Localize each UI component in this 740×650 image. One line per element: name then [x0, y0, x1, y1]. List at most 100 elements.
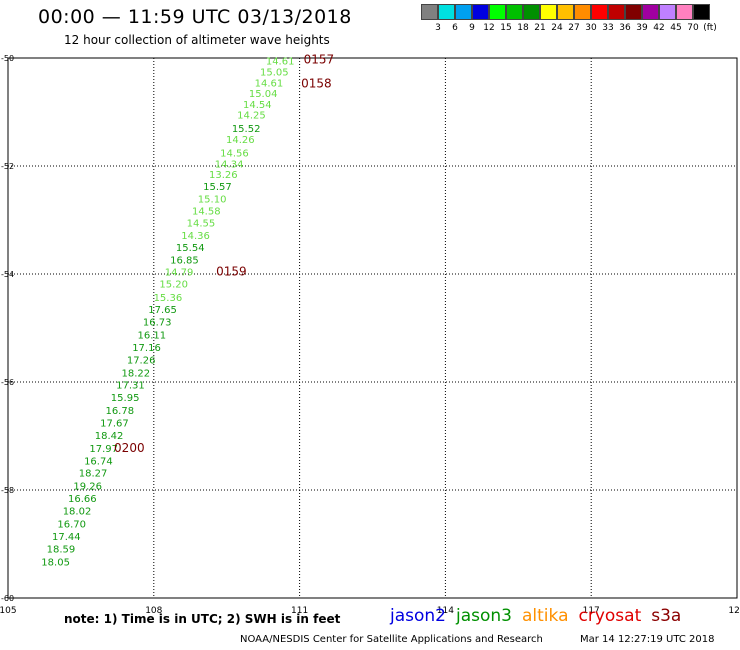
longitude-tick-label: 114	[437, 606, 454, 616]
longitude-tick-label: 120	[728, 606, 740, 616]
longitude-tick-label: 105	[0, 606, 17, 616]
wave-height-label: 16.73	[143, 318, 172, 329]
wave-height-label: 14.56	[220, 149, 249, 160]
wave-height-label: 17.16	[132, 343, 161, 354]
wave-height-label: 17.26	[127, 355, 156, 366]
wave-height-label: 15.57	[203, 182, 232, 193]
scale-swatch	[608, 4, 625, 20]
wave-height-label: 16.11	[138, 330, 167, 341]
wave-height-label: 16.85	[170, 255, 199, 266]
wave-height-label: 13.26	[209, 170, 238, 181]
scale-label: 33	[602, 23, 614, 33]
wave-height-label: 17.67	[100, 419, 129, 430]
satellite-altika: altika	[522, 606, 569, 626]
satellite-jason2: jason2	[390, 606, 446, 626]
wave-height-label: 18.59	[47, 544, 76, 555]
wave-height-label: 16.66	[68, 494, 97, 505]
scale-label: 42	[653, 23, 665, 33]
wave-height-label: 19.26	[73, 482, 102, 493]
wave-height-label: 14.34	[215, 159, 244, 170]
wave-height-label: 14.79	[165, 267, 194, 278]
scale-swatch	[438, 4, 455, 20]
latitude-tick-label: -52	[1, 162, 14, 171]
scale-label: 24	[551, 23, 563, 33]
wave-height-label: 14.26	[226, 135, 255, 146]
wave-height-label: 15.20	[159, 280, 188, 291]
longitude-tick-label: 111	[291, 606, 308, 616]
longitude-tick-label: 108	[145, 606, 162, 616]
satellite-cryosat: cryosat	[578, 606, 642, 626]
wave-height-label: 14.36	[181, 231, 210, 242]
time-marker-label: 0200	[114, 441, 145, 455]
wave-height-label: 15.10	[198, 194, 227, 205]
wave-height-label: 15.52	[232, 124, 261, 135]
scale-swatch	[642, 4, 659, 20]
wave-height-label: 17.97	[89, 444, 118, 455]
wave-height-label: 15.54	[176, 243, 205, 254]
latitude-tick-label: -54	[1, 270, 14, 279]
wave-height-label: 17.65	[148, 305, 177, 316]
longitude-tick-label: 117	[583, 606, 600, 616]
scale-swatch	[455, 4, 472, 20]
scale-swatch	[506, 4, 523, 20]
wave-height-label: 18.22	[121, 368, 150, 379]
wave-height-label: 14.61	[255, 78, 284, 89]
scale-swatch	[489, 4, 506, 20]
wave-height-label: 14.55	[187, 219, 216, 230]
map-subtitle: 12 hour collection of altimeter wave hei…	[64, 33, 330, 47]
scale-label: 9	[469, 23, 475, 33]
wave-height-label: 18.05	[41, 557, 70, 568]
scale-swatch	[591, 4, 608, 20]
wave-height-label: 14.25	[237, 111, 266, 122]
wave-height-label: 18.02	[63, 507, 92, 518]
map-title: 00:00 — 11:59 UTC 03/13/2018	[38, 6, 352, 28]
scale-label: 12	[483, 23, 495, 33]
scale-swatch	[523, 4, 540, 20]
scale-label: 70	[687, 23, 699, 33]
scale-label: 27	[568, 23, 580, 33]
generated-timestamp: Mar 14 12:27:19 UTC 2018	[580, 634, 715, 645]
wave-height-label: 16.70	[57, 519, 86, 530]
time-marker-label: 0159	[216, 264, 247, 278]
scale-swatch	[557, 4, 574, 20]
scale-label: (ft)	[703, 23, 717, 33]
wave-height-label: 18.42	[95, 431, 124, 442]
latitude-tick-label: -58	[1, 486, 14, 495]
scale-swatch	[574, 4, 591, 20]
scale-swatch	[625, 4, 642, 20]
latitude-tick-label: -60	[1, 594, 14, 603]
scale-label: 30	[585, 23, 597, 33]
scale-label: 15	[500, 23, 512, 33]
scale-label: 45	[670, 23, 682, 33]
wave-height-label: 16.74	[84, 456, 113, 467]
scale-swatch	[676, 4, 693, 20]
wave-height-label: 15.04	[249, 89, 278, 100]
scale-swatch	[693, 4, 710, 20]
scale-swatch	[472, 4, 489, 20]
time-marker-label: 0157	[304, 53, 335, 67]
satellite-legend: jason2 jason3 altika cryosat s3a	[390, 606, 691, 626]
scale-label: 36	[619, 23, 631, 33]
time-marker-label: 0158	[301, 76, 332, 90]
satellite-jason3: jason3	[456, 606, 512, 626]
scale-label: 6	[452, 23, 458, 33]
scale-swatch	[659, 4, 676, 20]
scale-label: 39	[636, 23, 648, 33]
wave-height-label: 18.27	[79, 469, 108, 480]
scale-label: 3	[435, 23, 441, 33]
wave-height-label: 15.36	[154, 293, 183, 304]
scale-swatch	[540, 4, 557, 20]
latitude-tick-label: -56	[1, 378, 14, 387]
satellite-s3a: s3a	[651, 606, 682, 626]
credit-line: NOAA/NESDIS Center for Satellite Applica…	[240, 634, 543, 645]
footnote: note: 1) Time is in UTC; 2) SWH is in fe…	[64, 612, 341, 626]
map-frame	[7, 57, 738, 599]
wave-height-label: 16.78	[105, 406, 134, 417]
wave-height-label: 17.44	[52, 532, 81, 543]
wave-height-label: 15.95	[111, 393, 140, 404]
scale-label: 21	[534, 23, 546, 33]
scale-swatch	[421, 4, 438, 20]
scale-label: 18	[517, 23, 529, 33]
